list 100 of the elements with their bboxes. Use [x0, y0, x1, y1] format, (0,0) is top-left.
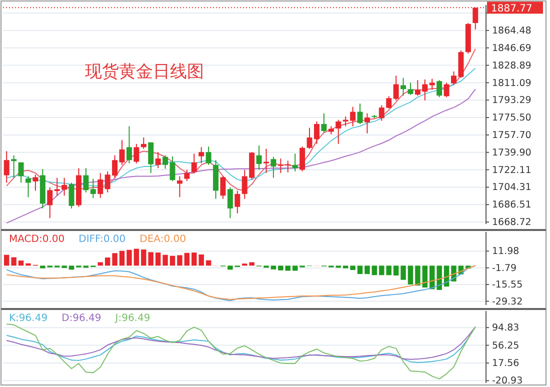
- candlestick: [300, 146, 306, 172]
- text: DIFF:0.00: [78, 234, 126, 245]
- bar: [40, 266, 46, 268]
- bar: [270, 266, 276, 270]
- candlestick: [256, 145, 262, 170]
- candlestick: [206, 146, 212, 166]
- candlestick: [126, 126, 132, 164]
- bar: [162, 254, 168, 266]
- bar: [206, 260, 212, 266]
- y-tick-label: -29.32: [492, 296, 523, 308]
- candlestick: [191, 153, 197, 174]
- bar: [98, 262, 103, 266]
- y-tick-label: 1828.89: [492, 60, 532, 72]
- candlestick: [364, 112, 370, 134]
- bar: [119, 250, 125, 266]
- y-tick-label: 1668.72: [492, 217, 532, 228]
- y-tick-label: 1757.70: [492, 130, 532, 141]
- bar: [198, 254, 204, 266]
- bar: [11, 257, 16, 266]
- y-tick-label: 1864.48: [492, 26, 532, 36]
- candlestick: [220, 176, 226, 200]
- ref-line-label: 1887.77: [491, 4, 532, 15]
- bar: [342, 266, 348, 268]
- bar: [285, 266, 290, 271]
- y-tick-label: -15.55: [492, 280, 523, 291]
- y-tick-label: 11.98: [492, 246, 520, 258]
- series-label: J:96.49: [114, 313, 150, 324]
- candlestick: [134, 143, 140, 164]
- bar: [134, 248, 140, 266]
- candlestick: [400, 77, 406, 96]
- candlestick: [26, 176, 31, 198]
- candlestick: [234, 190, 240, 214]
- y-tick-label: -20.93: [492, 376, 523, 387]
- candlestick: [227, 187, 233, 219]
- candlestick: [32, 174, 38, 192]
- text: DEA:0.00: [140, 234, 186, 245]
- candlestick: [47, 187, 53, 219]
- bar: [364, 266, 370, 274]
- bar: [228, 266, 233, 270]
- bar: [386, 266, 392, 276]
- candlestick: [270, 156, 276, 178]
- candlestick: [264, 148, 269, 174]
- bar: [408, 266, 414, 284]
- candlestick: [444, 82, 450, 98]
- bar: [170, 256, 176, 266]
- candlestick: [18, 162, 24, 184]
- candlestick: [429, 78, 435, 90]
- bar: [292, 266, 298, 271]
- series-label: MACD:0.00: [9, 234, 65, 245]
- candlestick: [393, 75, 399, 101]
- bar: [184, 252, 190, 266]
- bar: [4, 254, 10, 266]
- bar: [18, 260, 24, 266]
- y-tick-label: 1722.11: [492, 164, 532, 176]
- y-tick-label: 56.25: [492, 340, 520, 352]
- bar: [400, 266, 406, 280]
- bar: [278, 266, 284, 270]
- bar: [141, 249, 146, 266]
- series-label: K:96.49: [9, 313, 48, 324]
- bar: [415, 266, 420, 286]
- y-tick-label: 94.83: [492, 322, 520, 334]
- y-tick-label: 1775.50: [492, 112, 532, 124]
- candlestick: [155, 152, 161, 169]
- bar: [68, 266, 74, 270]
- candlestick: [11, 154, 17, 178]
- candlestick: [408, 82, 414, 96]
- candlestick: [176, 176, 182, 198]
- bar: [126, 250, 132, 266]
- y-tick-label: 1811.09: [492, 78, 532, 89]
- y-tick-label: 1846.69: [492, 42, 532, 54]
- y-tick-label: 1704.31: [492, 182, 532, 194]
- bar: [104, 258, 110, 266]
- bar: [436, 266, 442, 290]
- bar: [249, 262, 254, 266]
- bar: [177, 255, 182, 266]
- bar: [379, 266, 384, 276]
- candlestick: [336, 119, 342, 144]
- candlestick: [321, 112, 327, 134]
- bar: [357, 266, 363, 274]
- candlestick: [436, 80, 442, 98]
- bar: [372, 266, 378, 276]
- candlestick: [4, 150, 10, 184]
- y-tick-label: 1793.29: [492, 95, 532, 106]
- text: 现货黄金日线图: [85, 62, 204, 82]
- line-series: [6, 324, 476, 380]
- bar: [192, 252, 197, 266]
- candlestick: [90, 178, 96, 199]
- candlestick: [83, 168, 89, 193]
- bar: [393, 266, 399, 276]
- bar: [26, 263, 31, 266]
- text: D:96.49: [62, 313, 102, 324]
- y-tick-label: 1686.51: [492, 200, 532, 211]
- bar: [350, 266, 356, 270]
- y-tick-label: 1739.90: [492, 147, 532, 158]
- candlestick: [184, 169, 190, 182]
- y-tick-label: 17.56: [492, 358, 520, 370]
- candlestick: [140, 136, 146, 150]
- bar: [155, 252, 161, 266]
- candlestick: [119, 140, 125, 166]
- candlestick: [292, 153, 298, 172]
